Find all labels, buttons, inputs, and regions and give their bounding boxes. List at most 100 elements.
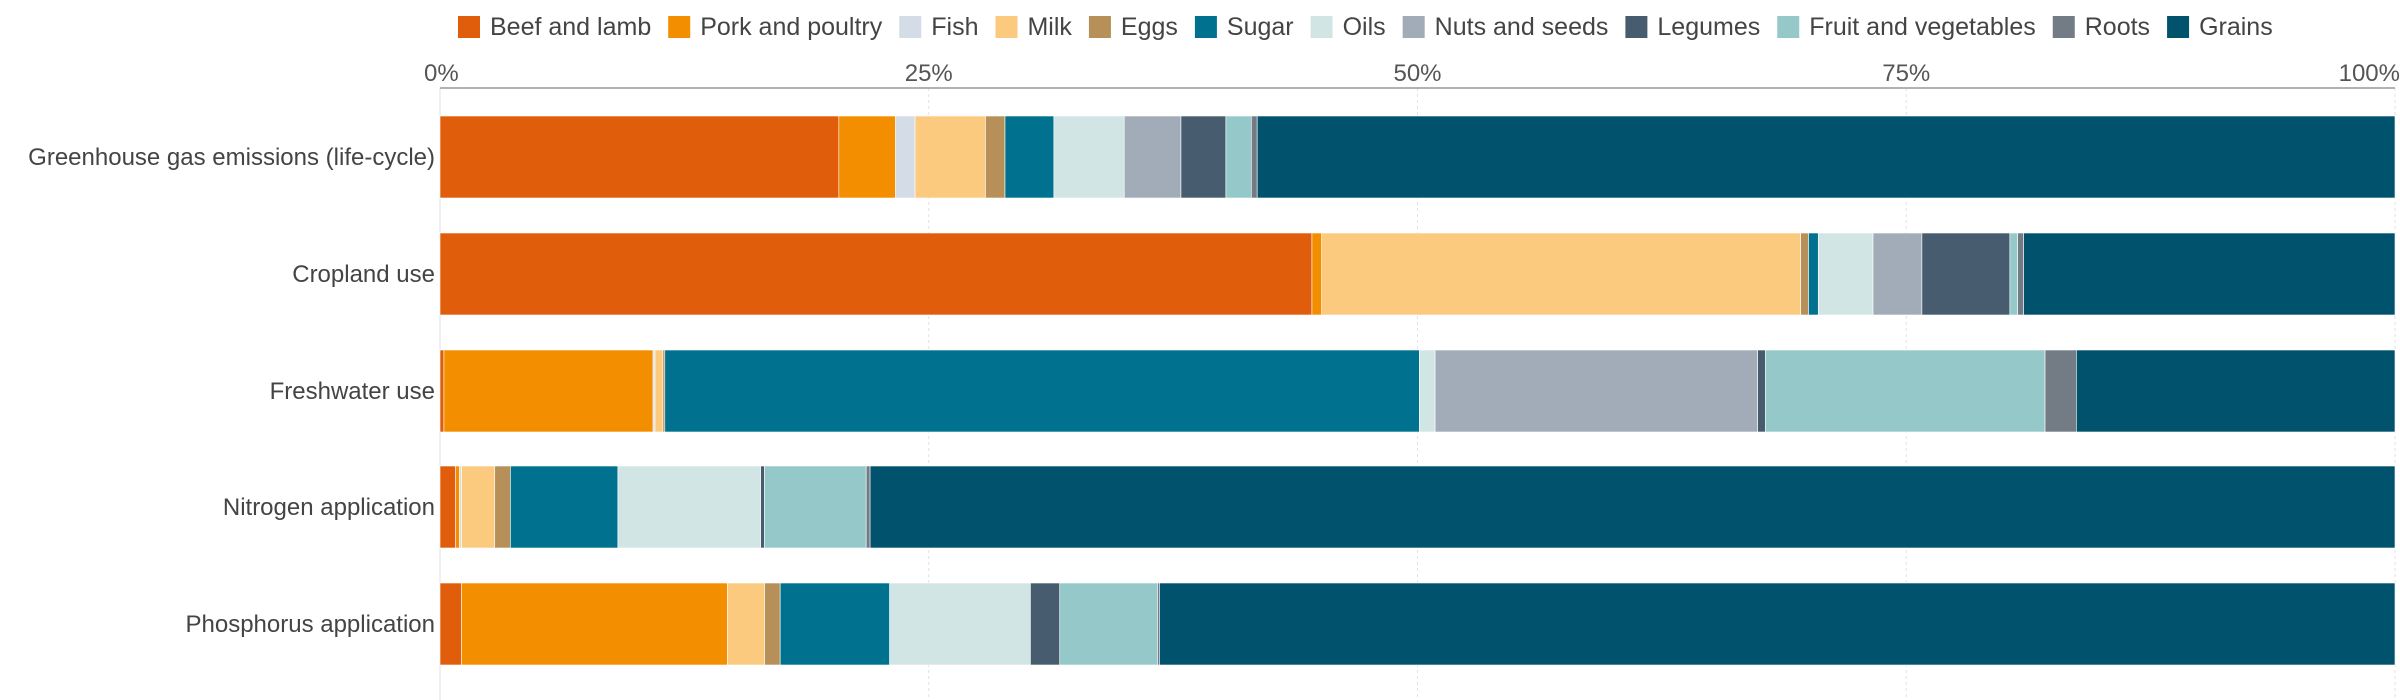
bar-row-nitrogen-application: [439, 465, 2396, 549]
bar-segment-phosphorus-application-eggs[interactable]: [764, 582, 781, 666]
legend-item-eggs[interactable]: Eggs: [1088, 13, 1178, 41]
bar-segment-phosphorus-application-grains[interactable]: [1159, 582, 2396, 666]
bar-segment-greenhouse-gas-emissions-life-cycle-oils[interactable]: [1053, 115, 1125, 199]
bar-segment-freshwater-use-fruit-and-vegetables[interactable]: [1765, 349, 2046, 433]
legend-swatch-fruit-and-vegetables: [1777, 16, 1800, 38]
legend-swatch-roots: [2052, 16, 2075, 38]
y-axis-categories: Greenhouse gas emissions (life-cycle) Cro…: [28, 144, 435, 638]
category-label-greenhouse-gas-emissions-life-cycle: Greenhouse gas emissions (life-cycle): [28, 144, 435, 171]
bar-segment-nitrogen-application-milk[interactable]: [461, 465, 496, 549]
category-label-nitrogen-application: Nitrogen application: [223, 494, 435, 521]
legend-label-nuts-and-seeds: Nuts and seeds: [1435, 13, 1609, 41]
legend-item-milk[interactable]: Milk: [995, 13, 1072, 41]
bar-segment-greenhouse-gas-emissions-life-cycle-nuts-and-seeds[interactable]: [1123, 115, 1182, 199]
legend-item-pork-and-poultry[interactable]: Pork and poultry: [668, 13, 883, 41]
legend-label-roots: Roots: [2085, 13, 2150, 41]
bar-segment-freshwater-use-oils[interactable]: [1419, 349, 1436, 433]
bar-segment-nitrogen-application-legumes[interactable]: [760, 465, 765, 549]
legend-item-legumes[interactable]: Legumes: [1625, 13, 1760, 41]
legend-item-sugar[interactable]: Sugar: [1194, 13, 1294, 41]
bar-segment-nitrogen-application-sugar[interactable]: [510, 465, 619, 549]
legend-label-fruit-and-vegetables: Fruit and vegetables: [1809, 13, 2036, 41]
bar-segment-phosphorus-application-fruit-and-vegetables[interactable]: [1059, 582, 1158, 666]
legend-item-nuts-and-seeds[interactable]: Nuts and seeds: [1402, 13, 1609, 41]
bar-segment-freshwater-use-legumes[interactable]: [1757, 349, 1766, 433]
bar-segment-greenhouse-gas-emissions-life-cycle-fish[interactable]: [895, 115, 916, 199]
bar-segment-greenhouse-gas-emissions-life-cycle-legumes[interactable]: [1180, 115, 1227, 199]
x-axis: 0% 25% 50% 75% 100%: [424, 60, 2400, 89]
bar-segment-freshwater-use-pork-and-poultry[interactable]: [443, 349, 654, 433]
bar-segment-greenhouse-gas-emissions-life-cycle-grains[interactable]: [1256, 115, 2396, 199]
legend-swatch-eggs: [1088, 16, 1111, 38]
bar-row-freshwater-use: [439, 349, 2396, 433]
legend-item-roots[interactable]: Roots: [2052, 13, 2150, 41]
bar-segment-cropland-use-fruit-and-vegetables[interactable]: [2009, 232, 2018, 316]
bar-segment-cropland-use-nuts-and-seeds[interactable]: [1872, 232, 1923, 316]
bar-segment-greenhouse-gas-emissions-life-cycle-roots[interactable]: [1251, 115, 1258, 199]
bar-segment-cropland-use-milk[interactable]: [1321, 232, 1801, 316]
bar-segment-cropland-use-sugar[interactable]: [1808, 232, 1819, 316]
bar-segment-greenhouse-gas-emissions-life-cycle-milk[interactable]: [914, 115, 986, 199]
bar-segment-nitrogen-application-grains[interactable]: [869, 465, 2396, 549]
bar-segment-cropland-use-roots[interactable]: [2017, 232, 2024, 316]
bar-segment-nitrogen-application-fruit-and-vegetables[interactable]: [764, 465, 867, 549]
bar-segment-greenhouse-gas-emissions-life-cycle-eggs[interactable]: [985, 115, 1006, 199]
bar-segment-cropland-use-grains[interactable]: [2023, 232, 2396, 316]
bar-row-greenhouse-gas-emissions-life-cycle: [439, 115, 2396, 199]
legend-item-oils[interactable]: Oils: [1310, 13, 1386, 41]
legend-swatch-fish: [899, 16, 922, 38]
bar-segment-phosphorus-application-sugar[interactable]: [779, 582, 890, 666]
legend-swatch-beef-and-lamb: [458, 16, 480, 38]
bar-segment-freshwater-use-roots[interactable]: [2044, 349, 2077, 433]
bar-row-phosphorus-application: [439, 582, 2396, 666]
legend-label-legumes: Legumes: [1657, 13, 1760, 41]
legend-label-sugar: Sugar: [1227, 13, 1294, 41]
legend-swatch-pork-and-poultry: [668, 16, 691, 38]
bar-segment-greenhouse-gas-emissions-life-cycle-fruit-and-vegetables[interactable]: [1225, 115, 1252, 199]
legend-item-grains[interactable]: Grains: [2167, 13, 2273, 41]
bar-segment-phosphorus-application-milk[interactable]: [727, 582, 765, 666]
bar-segment-cropland-use-legumes[interactable]: [1921, 232, 2011, 316]
bar-segment-phosphorus-application-legumes[interactable]: [1030, 582, 1061, 666]
legend-swatch-grains: [2167, 16, 2190, 38]
x-tick-label-75: 75%: [1882, 60, 1930, 87]
legend-item-fruit-and-vegetables[interactable]: Fruit and vegetables: [1777, 13, 2036, 41]
bar-segment-freshwater-use-grains[interactable]: [2076, 349, 2396, 433]
bar-segment-nitrogen-application-oils[interactable]: [617, 465, 761, 549]
legend-label-milk: Milk: [1027, 13, 1072, 41]
legend-label-eggs: Eggs: [1121, 13, 1178, 41]
legend-swatch-nuts-and-seeds: [1402, 16, 1425, 38]
bar-segment-greenhouse-gas-emissions-life-cycle-pork-and-poultry[interactable]: [838, 115, 896, 199]
bar-segment-cropland-use-pork-and-poultry[interactable]: [1311, 232, 1323, 316]
category-label-phosphorus-application: Phosphorus application: [185, 611, 435, 638]
bar-segment-cropland-use-beef-and-lamb[interactable]: [439, 232, 1313, 316]
legend-item-beef-and-lamb[interactable]: Beef and lamb: [458, 13, 651, 41]
legend-item-fish[interactable]: Fish: [899, 13, 978, 41]
bar-segment-freshwater-use-sugar[interactable]: [664, 349, 1420, 433]
bar-segment-phosphorus-application-pork-and-poultry[interactable]: [461, 582, 728, 666]
bar-row-cropland-use: [439, 232, 2396, 316]
bar-segment-freshwater-use-milk[interactable]: [654, 349, 664, 433]
bar-segment-cropland-use-oils[interactable]: [1817, 232, 1874, 316]
category-label-freshwater-use: Freshwater use: [270, 378, 435, 405]
legend-label-oils: Oils: [1343, 13, 1386, 41]
legend-label-beef-and-lamb: Beef and lamb: [490, 13, 651, 41]
bar-segment-nitrogen-application-beef-and-lamb[interactable]: [439, 465, 456, 549]
x-tick-label-100: 100%: [2339, 60, 2400, 87]
bar-segment-freshwater-use-beef-and-lamb[interactable]: [439, 349, 445, 433]
bar-segment-nitrogen-application-roots[interactable]: [865, 465, 871, 549]
bar-segment-greenhouse-gas-emissions-life-cycle-beef-and-lamb[interactable]: [439, 115, 840, 199]
bar-segment-nitrogen-application-pork-and-poultry[interactable]: [455, 465, 460, 549]
bar-segment-freshwater-use-nuts-and-seeds[interactable]: [1434, 349, 1758, 433]
bar-segment-nitrogen-application-eggs[interactable]: [494, 465, 511, 549]
bar-segment-cropland-use-eggs[interactable]: [1800, 232, 1809, 316]
bar-segment-phosphorus-application-beef-and-lamb[interactable]: [439, 582, 462, 666]
bar-segment-phosphorus-application-oils[interactable]: [889, 582, 1031, 666]
bar-segment-greenhouse-gas-emissions-life-cycle-sugar[interactable]: [1004, 115, 1055, 199]
legend-label-pork-and-poultry: Pork and poultry: [700, 13, 883, 41]
legend-swatch-oils: [1310, 16, 1333, 38]
x-tick-label-25: 25%: [905, 60, 953, 87]
legend: Beef and lamb Pork and poultry Fish Milk Egg…: [458, 13, 2273, 41]
